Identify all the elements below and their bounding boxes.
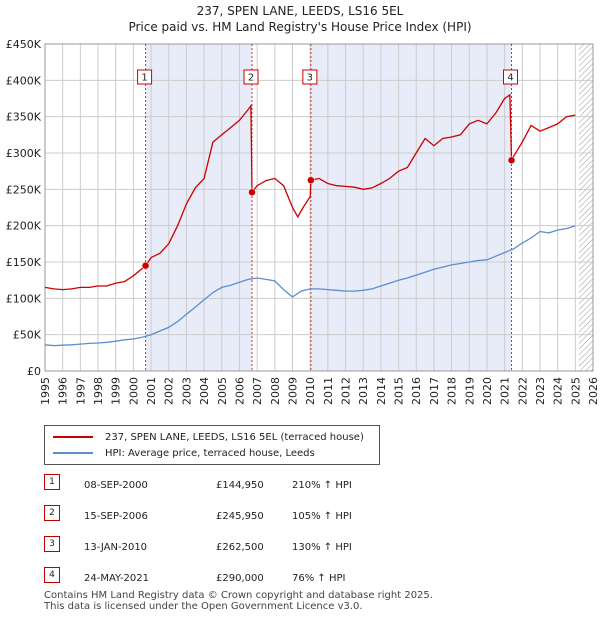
x-tick-label: 2003 <box>180 377 193 405</box>
x-tick-label: 2012 <box>340 377 353 405</box>
x-tick-label: 2011 <box>322 377 335 405</box>
x-tick-label: 2014 <box>375 377 388 405</box>
x-tick-label: 2022 <box>516 377 529 405</box>
chart-subtitle: Price paid vs. HM Land Registry's House … <box>128 20 472 34</box>
legend-swatch-hpi <box>53 452 93 454</box>
sale-number-label: 1 <box>141 73 147 84</box>
chart-legend: 237, SPEN LANE, LEEDS, LS16 5EL (terrace… <box>44 425 380 465</box>
legend-swatch-property <box>53 436 93 438</box>
x-tick-label: 2001 <box>145 377 158 405</box>
sale-number-label: 2 <box>248 73 254 84</box>
sale-date: 15-SEP-2006 <box>84 511 148 522</box>
sale-price: £245,950 <box>216 511 264 522</box>
sale-number-label: 3 <box>307 73 313 84</box>
price-chart: £0 £50K £100K £150K £200K £250K £300K £350K £400… <box>6 38 600 405</box>
sale-number-box <box>243 69 259 85</box>
sale-point <box>248 188 256 197</box>
x-tick-label: 2023 <box>534 377 547 405</box>
y-tick-label: £150K <box>6 256 42 269</box>
sale-hpi-change: 76% ↑ HPI <box>292 573 346 584</box>
x-tick-label: 2010 <box>304 377 317 405</box>
ownership-shade <box>145 44 253 371</box>
x-tick-label: 2004 <box>198 377 211 405</box>
x-tick-label: 2009 <box>286 377 299 405</box>
footer-licence: This data is licensed under the Open Gov… <box>44 601 363 612</box>
x-tick-label: 2015 <box>393 377 406 405</box>
sale-marker-number: 1 <box>44 474 60 490</box>
y-tick-label: £100K <box>6 292 42 305</box>
x-tick-label: 2024 <box>552 377 565 405</box>
y-tick-label: £300K <box>6 147 42 160</box>
sale-date: 08-SEP-2000 <box>84 480 148 491</box>
y-tick-label: £400K <box>6 74 42 87</box>
x-tick-label: 2017 <box>428 377 441 405</box>
sale-hpi-change: 105% ↑ HPI <box>292 511 352 522</box>
x-tick-label: 1997 <box>74 377 87 405</box>
x-tick-label: 1996 <box>57 377 70 405</box>
footer-copyright: Contains HM Land Registry data © Crown c… <box>44 590 433 601</box>
sale-price: £290,000 <box>216 573 264 584</box>
y-tick-label: £350K <box>6 111 42 124</box>
x-tick-label: 2025 <box>569 377 582 405</box>
x-tick-label: 2026 <box>587 377 600 405</box>
x-tick-label: 2002 <box>163 377 176 405</box>
y-tick-label: £0 <box>27 365 41 378</box>
x-tick-label: 2018 <box>446 377 459 405</box>
sale-number-box <box>137 69 153 85</box>
legend-item-hpi: HPI: Average price, terraced house, Leed… <box>53 446 315 460</box>
future-hatch <box>578 44 593 371</box>
sale-date: 13-JAN-2010 <box>84 542 148 553</box>
x-tick-label: 2020 <box>481 377 494 405</box>
chart-title: 237, SPEN LANE, LEEDS, LS16 5EL <box>196 4 404 18</box>
y-tick-label: £200K <box>6 220 42 233</box>
x-tick-label: 2008 <box>269 377 282 405</box>
sale-point <box>507 156 516 165</box>
plot-area-border <box>44 43 594 372</box>
x-tick-label: 2016 <box>410 377 423 405</box>
sale-marker-number: 4 <box>44 567 60 583</box>
y-tick-label: £50K <box>13 329 42 342</box>
sale-hpi-change: 130% ↑ HPI <box>292 542 352 553</box>
sale-marker-number: 3 <box>44 536 60 552</box>
x-tick-label: 2021 <box>499 377 512 405</box>
y-tick-label: £250K <box>6 183 42 196</box>
sale-price: £262,500 <box>216 542 264 553</box>
x-tick-label: 2000 <box>127 377 140 405</box>
x-tick-label: 1999 <box>110 377 123 405</box>
hpi-line <box>44 225 576 347</box>
sale-number-box <box>503 69 519 85</box>
ownership-shade <box>310 44 512 371</box>
sale-number-box <box>302 69 318 85</box>
sale-point <box>141 261 150 270</box>
y-tick-label: £450K <box>6 38 42 51</box>
sale-number-label: 4 <box>507 73 513 84</box>
x-tick-label: 2007 <box>251 377 264 405</box>
x-tick-label: 1995 <box>39 377 52 405</box>
sale-date: 24-MAY-2021 <box>84 573 150 584</box>
footer: Contains HM Land Registry data © Crown c… <box>44 590 433 612</box>
x-tick-label: 2006 <box>233 377 246 405</box>
x-tick-label: 2005 <box>216 377 229 405</box>
x-tick-label: 2013 <box>357 377 370 405</box>
x-tick-label: 1998 <box>92 377 105 405</box>
legend-label-property: 237, SPEN LANE, LEEDS, LS16 5EL (terrace… <box>105 431 364 443</box>
sale-price: £144,950 <box>216 480 264 491</box>
legend-item-property: 237, SPEN LANE, LEEDS, LS16 5EL (terrace… <box>53 430 364 444</box>
legend-label-hpi: HPI: Average price, terraced house, Leed… <box>105 447 315 459</box>
sale-marker-number: 2 <box>44 505 60 521</box>
sale-point <box>307 176 315 184</box>
x-tick-label: 2019 <box>463 377 476 405</box>
sale-hpi-change: 210% ↑ HPI <box>292 480 352 491</box>
